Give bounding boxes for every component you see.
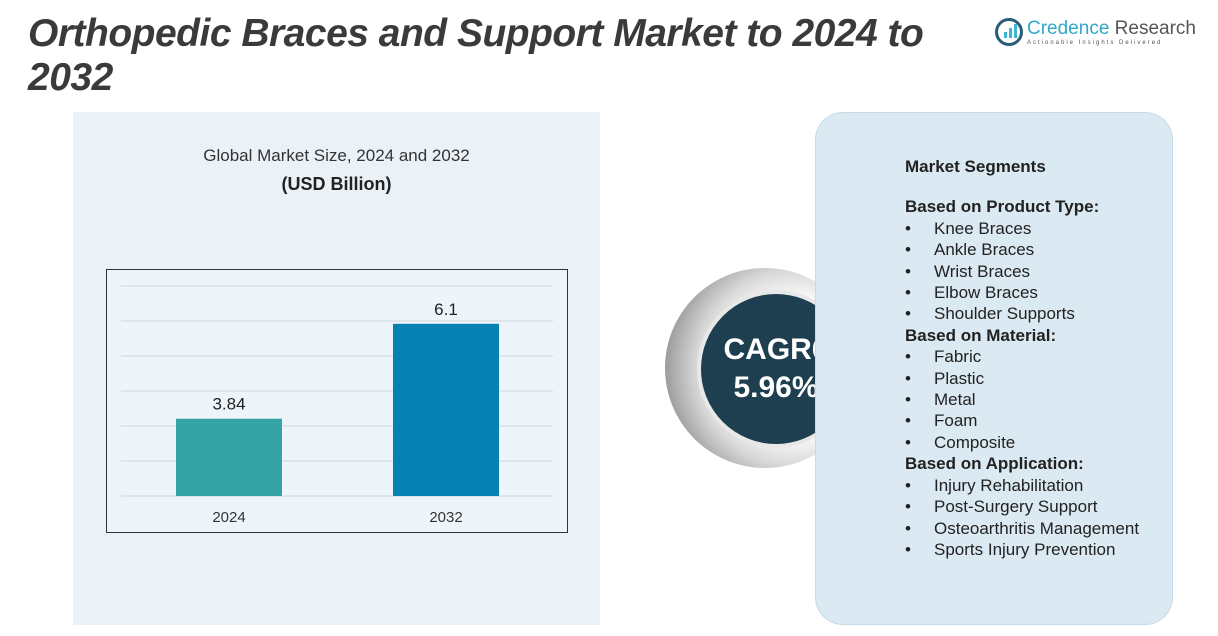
segment-item: Injury Rehabilitation [905,475,1139,497]
chart-unit: (USD Billion) [281,174,392,194]
segment-item: Sports Injury Prevention [905,539,1139,561]
logo-name-a: Credence [1027,18,1110,39]
segment-group-title: Based on Material: [905,325,1057,345]
logo-chart-icon [995,18,1023,46]
segments-heading: Market Segments [905,157,1046,176]
market-segments: Market Segments Based on Product Type:Kn… [905,156,1139,561]
chart-title: Global Market Size, 2024 and 2032 [203,146,470,165]
segment-item: Composite [905,432,1139,454]
segment-item: Ankle Braces [905,239,1139,261]
segment-item: Foam [905,410,1139,432]
segment-group-title: Based on Application: [905,454,1084,474]
bar-chart-svg: 3.84 2024 6.1 2032 [121,285,553,526]
bar-2032 [393,323,499,496]
logo-tagline: Actionable Insights Delivered [1027,40,1163,46]
bar-chart: 3.84 2024 6.1 2032 [106,269,568,533]
segment-group-title: Based on Product Type: [905,197,1100,217]
bar-value-label: 6.1 [434,300,458,319]
segment-item: Osteoarthritis Management [905,518,1139,540]
cagr-value: 5.96% [733,371,819,404]
segment-item: Wrist Braces [905,261,1139,283]
segment-item: Knee Braces [905,218,1139,240]
segment-item: Elbow Braces [905,282,1139,304]
cagr-label: CAGR6 [723,333,829,366]
logo: Credence Research Actionable Insights De… [995,18,1196,46]
segment-item: Plastic [905,368,1139,390]
page-title: Orthopedic Braces and Support Market to … [28,12,924,99]
x-tick-label: 2024 [212,509,245,526]
segment-item: Metal [905,389,1139,411]
bar-2024 [176,418,282,496]
segment-item: Shoulder Supports [905,303,1139,325]
logo-name-b: Research [1114,18,1196,39]
x-tick-label: 2032 [429,509,462,526]
bar-value-label: 3.84 [212,395,245,414]
segment-item: Post-Surgery Support [905,496,1139,518]
segment-item: Fabric [905,346,1139,368]
